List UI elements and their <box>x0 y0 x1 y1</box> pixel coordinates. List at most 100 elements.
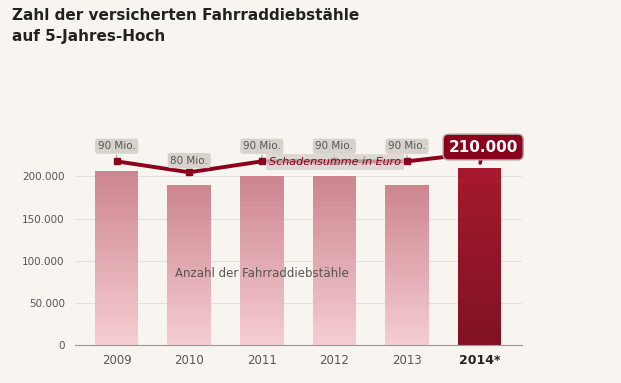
Bar <box>385 222 428 225</box>
Bar <box>240 272 284 275</box>
Bar <box>312 221 356 224</box>
Text: Anzahl der Fahrraddiebstähle: Anzahl der Fahrraddiebstähle <box>175 267 348 280</box>
Bar <box>95 333 138 336</box>
Bar <box>240 193 284 196</box>
Bar <box>168 308 211 310</box>
Bar <box>458 256 501 259</box>
Bar <box>95 194 138 197</box>
Bar <box>312 339 356 342</box>
Bar <box>95 237 138 240</box>
Bar <box>312 266 356 269</box>
Bar <box>458 171 501 174</box>
Bar <box>385 323 428 326</box>
Bar <box>458 330 501 333</box>
Bar <box>95 217 138 220</box>
Text: 90 Mio.: 90 Mio. <box>97 141 135 151</box>
Bar <box>240 249 284 252</box>
Bar <box>312 241 356 244</box>
Bar <box>385 254 428 257</box>
Bar <box>458 177 501 180</box>
Bar <box>240 244 284 247</box>
Bar <box>312 322 356 325</box>
Bar <box>458 289 501 292</box>
Bar <box>458 215 501 218</box>
Bar <box>385 188 428 190</box>
Bar <box>458 195 501 198</box>
Bar <box>458 301 501 303</box>
Bar <box>168 241 211 244</box>
Bar <box>240 230 284 232</box>
Bar <box>240 202 284 205</box>
Bar <box>458 186 501 189</box>
Bar <box>95 290 138 293</box>
Bar <box>168 334 211 337</box>
Bar <box>385 249 428 252</box>
Bar <box>240 314 284 317</box>
Bar <box>458 280 501 283</box>
Bar <box>240 260 284 264</box>
Bar <box>240 306 284 308</box>
Bar <box>385 219 428 222</box>
Bar <box>240 266 284 269</box>
Bar <box>168 331 211 334</box>
Bar <box>312 224 356 227</box>
Bar <box>240 196 284 199</box>
Bar <box>312 258 356 260</box>
Bar <box>312 247 356 249</box>
Bar <box>458 318 501 321</box>
Bar <box>312 188 356 190</box>
Bar <box>95 269 138 272</box>
Bar <box>458 339 501 342</box>
Bar <box>168 310 211 313</box>
Bar <box>458 203 501 206</box>
Bar <box>312 236 356 238</box>
Bar <box>95 304 138 307</box>
Bar <box>95 336 138 339</box>
Bar <box>312 275 356 277</box>
Bar <box>385 300 428 302</box>
Bar <box>312 291 356 294</box>
Bar <box>312 232 356 236</box>
Bar <box>240 224 284 227</box>
Bar <box>95 327 138 330</box>
Bar <box>312 238 356 241</box>
Bar <box>312 255 356 258</box>
Bar <box>95 324 138 327</box>
Bar <box>458 212 501 215</box>
Bar <box>240 205 284 207</box>
Bar <box>458 303 501 306</box>
Bar <box>168 244 211 246</box>
Bar <box>312 182 356 185</box>
Bar <box>385 257 428 259</box>
Bar <box>95 284 138 286</box>
Bar <box>312 260 356 264</box>
Bar <box>95 260 138 264</box>
Bar <box>385 238 428 241</box>
Bar <box>95 234 138 237</box>
Bar <box>312 325 356 328</box>
Bar <box>312 216 356 219</box>
Bar <box>385 246 428 249</box>
Bar <box>168 318 211 321</box>
Bar <box>168 246 211 249</box>
Bar <box>95 223 138 226</box>
Bar <box>240 179 284 182</box>
Bar <box>168 326 211 329</box>
Bar <box>168 209 211 211</box>
Bar <box>385 217 428 219</box>
Bar <box>458 327 501 330</box>
Bar <box>458 209 501 212</box>
Bar <box>312 280 356 283</box>
Bar <box>95 205 138 208</box>
Bar <box>458 268 501 271</box>
Bar <box>458 292 501 295</box>
Bar <box>312 300 356 303</box>
Bar <box>240 269 284 272</box>
Bar <box>458 259 501 262</box>
Bar <box>385 193 428 196</box>
Bar <box>168 265 211 267</box>
Text: 100 Mio.: 100 Mio. <box>457 136 502 146</box>
Bar <box>240 342 284 345</box>
Bar <box>95 307 138 310</box>
Bar <box>168 257 211 259</box>
